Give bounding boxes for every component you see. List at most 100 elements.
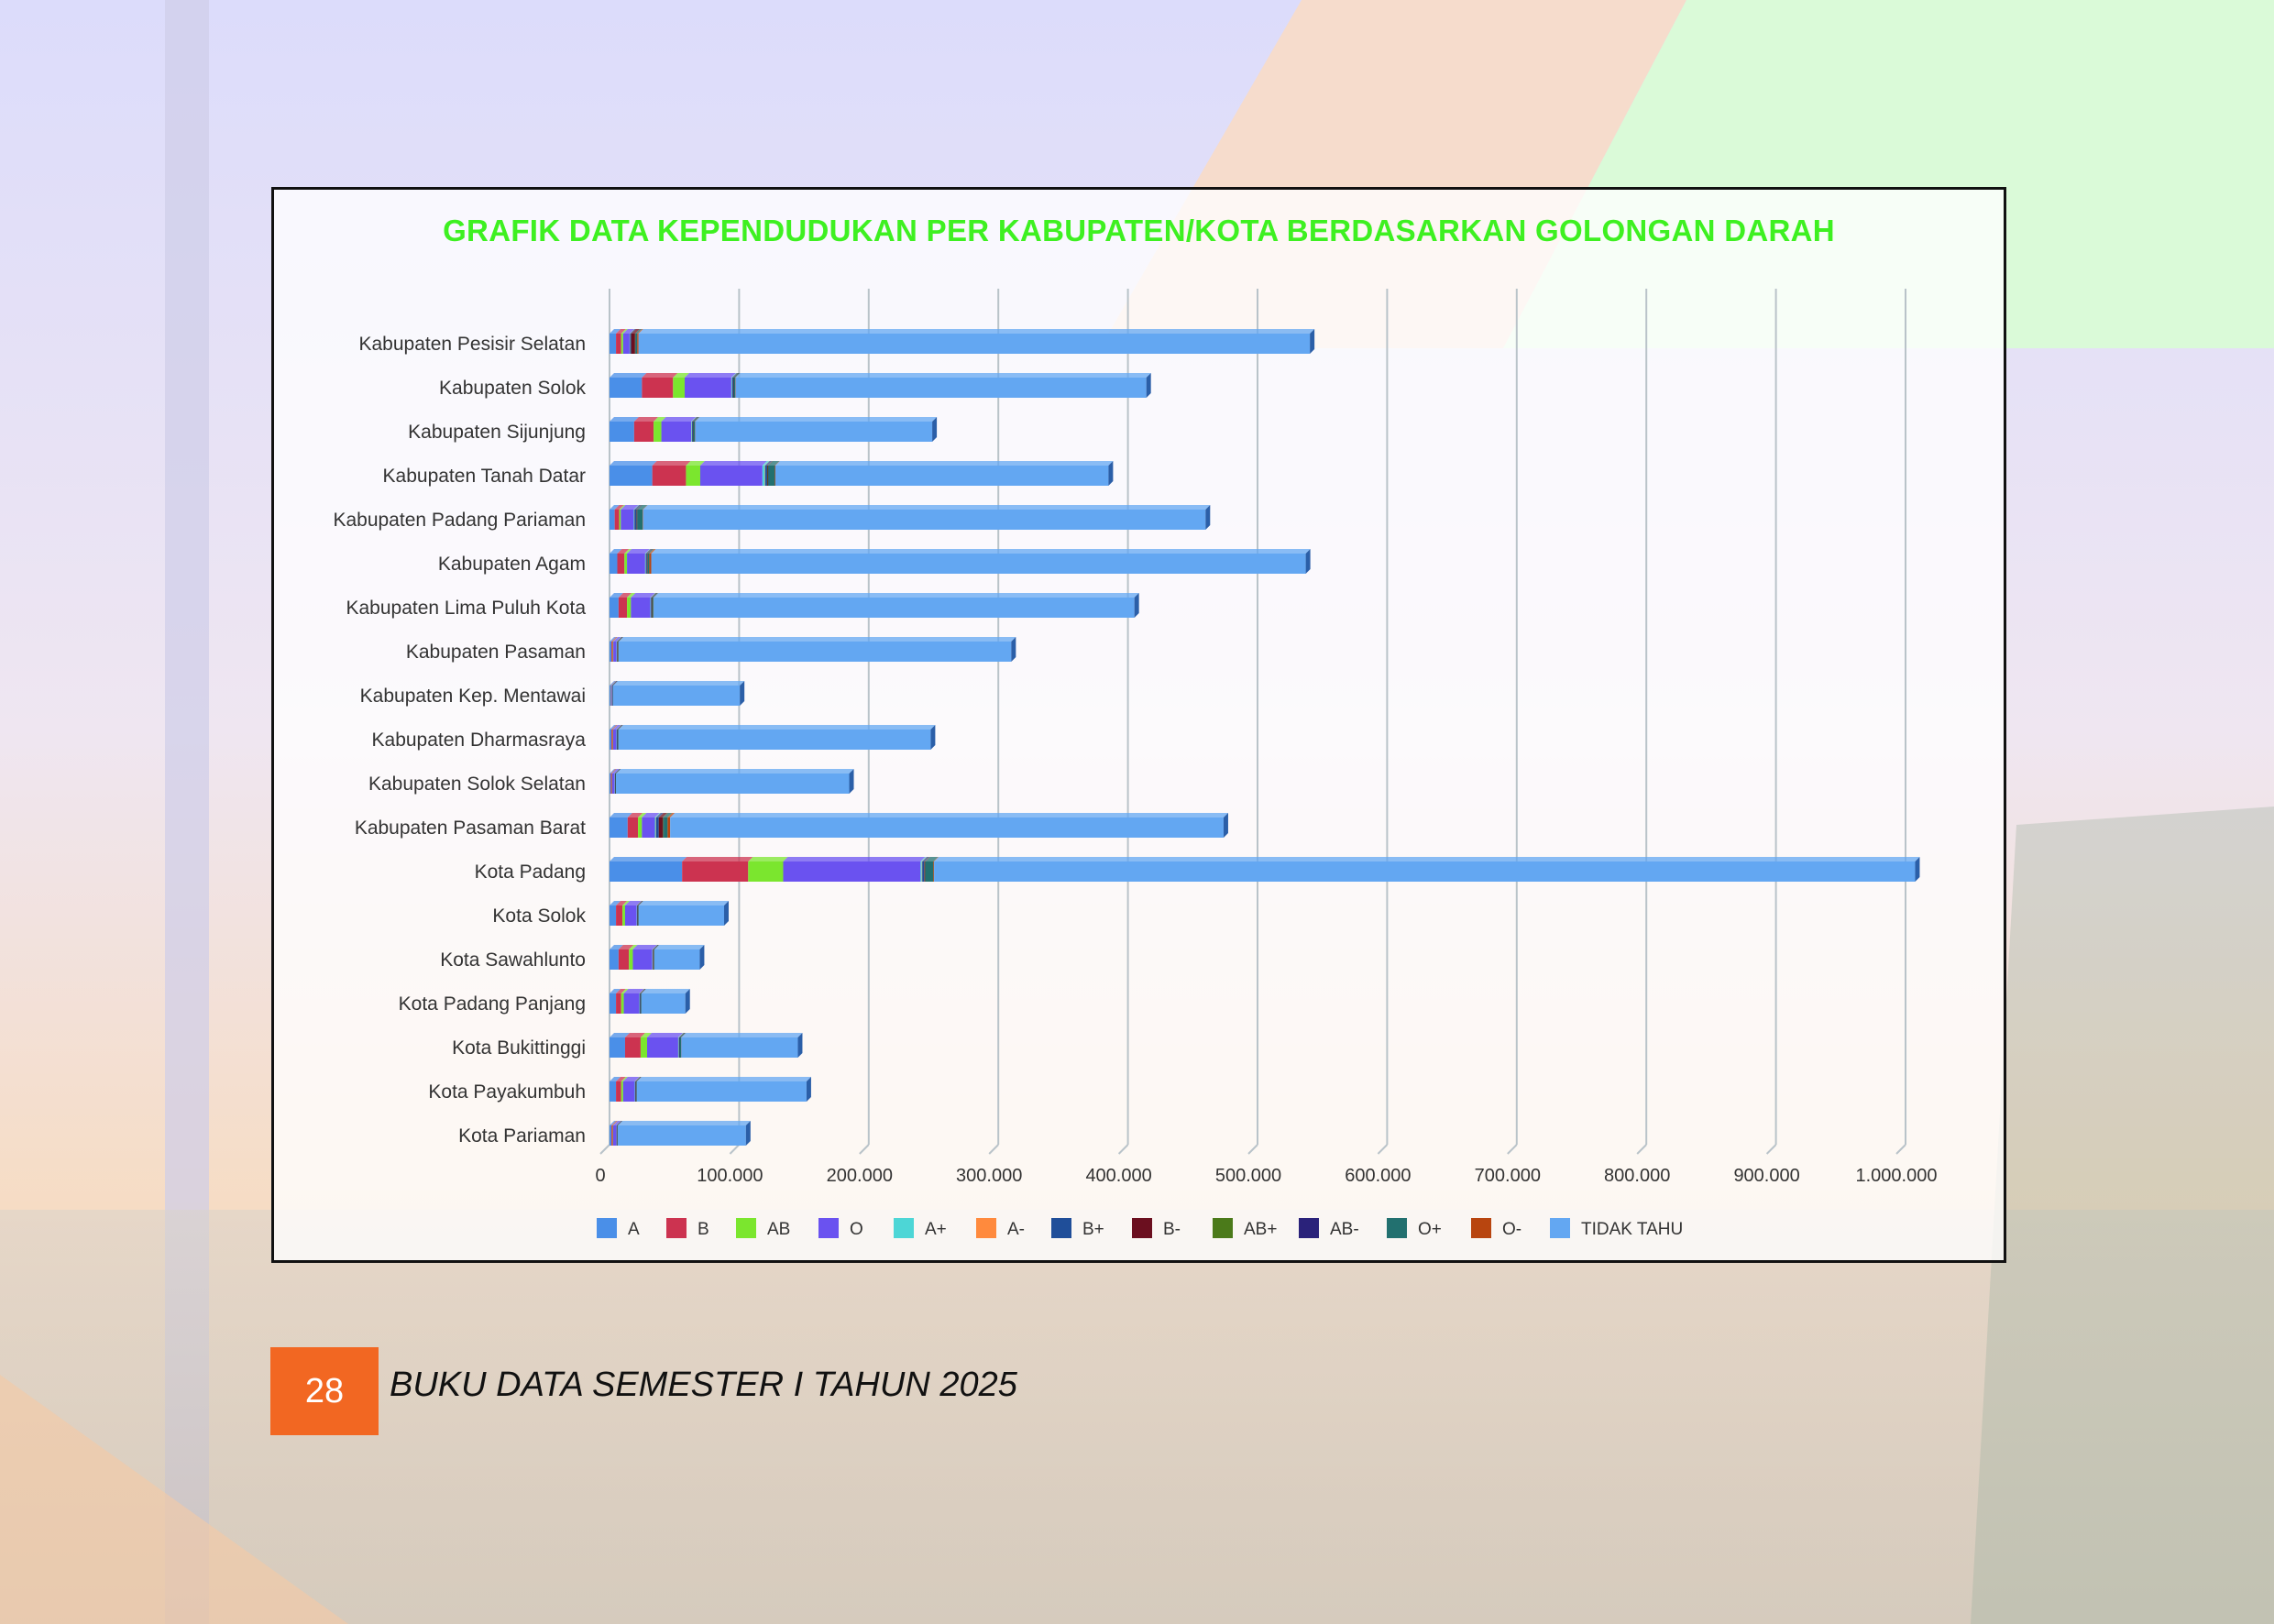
bar-segment-top: [631, 329, 640, 334]
category-label: Kabupaten Tanah Datar: [383, 466, 586, 487]
bar-segment: [655, 817, 657, 838]
bar-end-face: [932, 417, 938, 442]
bar-segment-top: [646, 549, 653, 554]
bar-segment: [627, 554, 645, 574]
bar-segment-top: [636, 505, 643, 510]
bar-segment-top: [925, 857, 939, 861]
bar-segment: [677, 1037, 679, 1058]
category-label: Kota Pariaman: [458, 1125, 586, 1147]
bar-segment-top: [610, 329, 621, 334]
bar-segment-top: [664, 813, 673, 817]
category-label: Kabupaten Pasaman: [406, 642, 586, 663]
bar-segment: [647, 554, 650, 574]
bar-segment-top: [618, 637, 623, 642]
bar-segment: [695, 422, 933, 442]
bar-segment: [616, 993, 621, 1014]
bar-segment-top: [611, 1121, 618, 1125]
bar-segment: [654, 949, 700, 970]
bar-segment: [612, 730, 617, 750]
bar-segment: [627, 817, 639, 838]
bar-segment-top: [616, 1077, 626, 1081]
bar-segment: [616, 730, 617, 750]
bar-segment: [640, 993, 642, 1014]
bar-segment-top: [670, 813, 1228, 817]
bar-end-face: [1134, 593, 1139, 618]
bar-segment: [611, 730, 613, 750]
bar-segment: [610, 422, 634, 442]
bar-segment-top: [633, 505, 640, 510]
bar-segment: [629, 334, 631, 354]
bar-segment-top: [610, 637, 617, 642]
bar-segment: [616, 905, 623, 926]
bar-segment-top: [934, 857, 1920, 861]
bar-segment-top: [634, 1077, 641, 1081]
bar-segment: [646, 554, 648, 574]
category-label: Kabupaten Lima Puluh Kota: [346, 598, 586, 619]
bar-segment: [636, 1081, 807, 1102]
bar-segment: [682, 861, 749, 882]
bar-segment: [610, 1037, 625, 1058]
x-tick-label: 0: [595, 1166, 605, 1186]
bar-segment-top: [654, 813, 661, 817]
bar-segment: [616, 1125, 617, 1146]
bar-segment-top: [636, 505, 642, 510]
bar-segment: [611, 642, 613, 662]
bar-segment: [627, 598, 632, 618]
bar-segment: [618, 949, 630, 970]
bar-segment: [774, 466, 1109, 486]
bar-segment-top: [610, 1121, 617, 1125]
bar-segment-top: [645, 549, 652, 554]
bar-segment-top: [673, 373, 690, 378]
legend-swatch: [1471, 1218, 1491, 1238]
bar-segment: [631, 598, 651, 618]
bar-segment: [670, 817, 1224, 838]
category-label: Kota Bukittinggi: [452, 1037, 586, 1059]
bar-segment: [693, 422, 696, 442]
bar-segment: [610, 993, 617, 1014]
bar-segment-top: [627, 549, 650, 554]
bar-segment-top: [636, 1077, 811, 1081]
bar-segment: [764, 466, 767, 486]
bar-segment: [632, 949, 653, 970]
bar-segment-top: [682, 857, 753, 861]
bar-segment-top: [611, 725, 618, 730]
bar-segment-top: [618, 725, 936, 730]
bar-segment: [733, 378, 734, 398]
bar-segment-top: [766, 461, 773, 466]
bar-segment: [615, 774, 850, 794]
bar-segment: [621, 993, 624, 1014]
bar-segment-top: [637, 505, 648, 510]
bar-segment-top: [624, 549, 632, 554]
gridline-foot: [859, 1144, 870, 1155]
gridline-foot: [1117, 1144, 1129, 1155]
bar-segment: [924, 861, 926, 882]
bar-end-face: [1915, 857, 1920, 882]
bar-segment-top: [649, 549, 656, 554]
legend-label: AB: [767, 1220, 790, 1239]
bar-segment: [644, 554, 646, 574]
bar-segment: [610, 1081, 617, 1102]
bar-end-face: [1108, 461, 1114, 486]
gridline-foot: [1377, 1144, 1389, 1155]
bar-segment: [731, 378, 732, 398]
bar-segment: [783, 861, 921, 882]
bar-segment: [652, 949, 654, 970]
bar-segment-top: [768, 461, 780, 466]
chart-panel: GRAFIK DATA KEPENDUDUKAN PER KABUPATEN/K…: [271, 187, 2006, 1263]
bar-segment: [650, 598, 652, 618]
bar-segment: [768, 466, 769, 486]
legend-label: B-: [1163, 1220, 1181, 1239]
bar-segment-top: [658, 813, 667, 817]
bar-segment: [655, 817, 659, 838]
bar-segment: [643, 510, 1206, 530]
bar-segment: [610, 774, 612, 794]
bar-segment-top: [644, 549, 651, 554]
bar-segment-top: [610, 857, 687, 861]
bar-segment: [679, 1037, 682, 1058]
bar-segment: [621, 510, 634, 530]
bar-segment: [611, 774, 615, 794]
bar-segment-top: [627, 813, 643, 817]
bar-segment: [685, 378, 731, 398]
bar-segment-top: [634, 505, 642, 510]
bar-segment-top: [647, 1033, 683, 1037]
